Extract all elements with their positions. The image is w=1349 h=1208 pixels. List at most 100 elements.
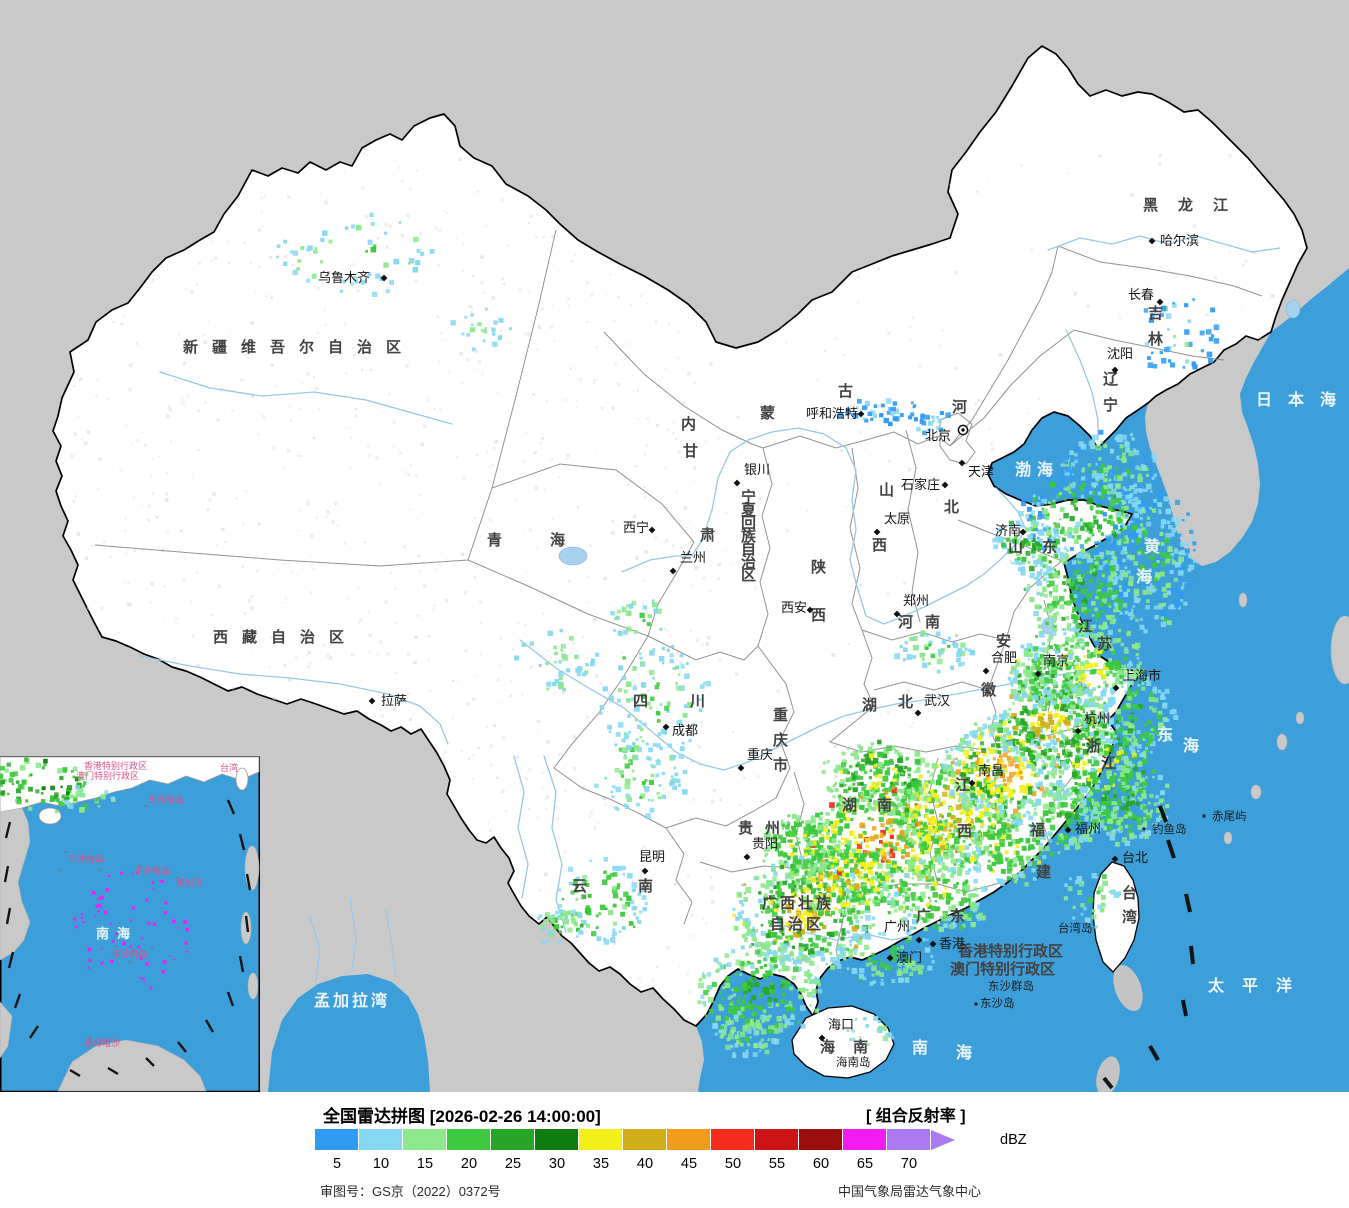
radar-echo-cell <box>818 871 824 877</box>
radar-echo-cell <box>806 841 810 845</box>
radar-echo-cell <box>1134 518 1139 524</box>
terrain-dot <box>257 265 261 269</box>
radar-echo-cell <box>858 805 863 810</box>
ryukyu-island <box>1250 784 1262 800</box>
salween-river <box>513 755 529 899</box>
terrain-dot <box>641 845 645 849</box>
terrain-dot <box>126 602 131 607</box>
radar-echo-cell <box>1018 510 1024 517</box>
radar-echo-cell <box>1142 530 1149 536</box>
radar-echo-cell <box>727 1007 734 1014</box>
radar-echo-cell <box>1114 730 1118 734</box>
terrain-dot <box>379 640 382 644</box>
terrain-dot <box>658 728 662 733</box>
terrain-dot <box>287 678 292 682</box>
terrain-dot <box>317 286 321 290</box>
radar-echo-cell <box>879 840 883 844</box>
radar-echo-cell <box>1080 525 1086 531</box>
radar-echo-cell <box>1053 704 1060 710</box>
terrain-dot <box>643 579 646 582</box>
radar-echo-cell <box>781 932 785 936</box>
radar-echo-cell <box>977 766 981 770</box>
terrain-dot <box>307 253 311 256</box>
radar-echo-cell <box>1021 497 1026 502</box>
radar-echo-cell <box>1086 557 1092 563</box>
radar-echo-cell <box>947 834 952 839</box>
radar-echo-cell <box>786 937 790 941</box>
radar-echo-cell <box>918 774 923 779</box>
radar-echo-cell <box>1093 760 1100 766</box>
radar-echo-cell <box>1168 502 1172 505</box>
terrain-dot <box>682 401 686 405</box>
radar-echo-cell <box>719 964 725 970</box>
tarim-river <box>159 371 453 425</box>
radar-echo-cell <box>1097 788 1102 792</box>
radar-echo-cell <box>873 834 879 840</box>
radar-echo-cell <box>1012 758 1016 763</box>
radar-echo-cell <box>803 859 809 865</box>
radar-echo-cell <box>861 910 865 915</box>
radar-echo-cell <box>773 964 778 969</box>
radar-echo-cell <box>1033 661 1038 665</box>
radar-echo-cell <box>1002 769 1006 773</box>
radar-echo-cell <box>1114 678 1121 684</box>
radar-echo-cell <box>739 973 743 976</box>
radar-echo-cell <box>843 957 847 961</box>
radar-echo-cell <box>1081 760 1087 766</box>
radar-echo-cell <box>769 890 773 894</box>
terrain-dot <box>1156 318 1160 322</box>
terrain-dot <box>908 326 911 329</box>
radar-echo-cell <box>740 1006 745 1011</box>
radar-echo-cell <box>1079 551 1084 556</box>
terrain-dot <box>281 348 284 351</box>
terrain-dot <box>442 750 447 755</box>
terrain-dot <box>596 346 599 348</box>
radar-echo-cell <box>1016 805 1021 810</box>
radar-echo-cell <box>995 770 1002 776</box>
radar-echo-cell <box>1113 602 1117 606</box>
radar-echo-cell <box>822 882 828 888</box>
radar-echo-cell <box>1091 698 1096 703</box>
radar-echo-cell <box>919 837 923 841</box>
terrain-dot <box>399 451 402 455</box>
terrain-dot <box>541 771 544 774</box>
terrain-dot <box>517 622 519 625</box>
radar-echo-cell <box>988 729 991 733</box>
terrain-dot <box>107 397 110 401</box>
radar-echo-cell <box>1111 594 1117 600</box>
radar-echo-cell <box>1007 792 1013 798</box>
radar-echo-cell <box>928 830 932 835</box>
radar-echo-cell <box>837 895 843 900</box>
terrain-dot <box>695 639 699 643</box>
radar-echo-cell <box>830 808 835 812</box>
radar-echo-cell <box>949 790 955 796</box>
radar-echo-cell <box>735 916 740 921</box>
terrain-dot <box>1028 412 1031 414</box>
radar-echo-cell <box>1108 745 1114 751</box>
radar-echo-cell <box>1118 574 1123 579</box>
bay-of-bengal <box>268 974 430 1092</box>
terrain-dot <box>191 602 194 605</box>
radar-echo-cell <box>1052 613 1057 617</box>
songhua-river <box>1047 235 1281 253</box>
radar-echo-cell <box>1031 791 1037 797</box>
radar-echo-cell <box>755 875 760 880</box>
radar-echo-cell <box>801 928 804 932</box>
terrain-dot <box>283 562 286 565</box>
terrain-dot <box>464 649 468 653</box>
radar-echo-cell <box>1037 684 1042 690</box>
terrain-dot <box>534 486 539 491</box>
radar-echo-cell <box>780 960 786 966</box>
terrain-dot <box>235 497 238 500</box>
radar-echo-cell <box>1092 549 1099 556</box>
radar-echo-cell <box>929 789 934 794</box>
radar-echo-cell <box>1059 769 1065 775</box>
radar-echo-cell <box>1116 798 1121 803</box>
terrain-dot <box>228 332 231 335</box>
radar-echo-cell <box>1081 574 1085 578</box>
radar-echo-cell <box>1059 604 1065 610</box>
radar-echo-cell <box>783 940 789 946</box>
terrain-dot <box>102 540 107 544</box>
radar-echo-cell <box>1103 702 1109 708</box>
radar-echo-cell <box>1118 628 1122 633</box>
